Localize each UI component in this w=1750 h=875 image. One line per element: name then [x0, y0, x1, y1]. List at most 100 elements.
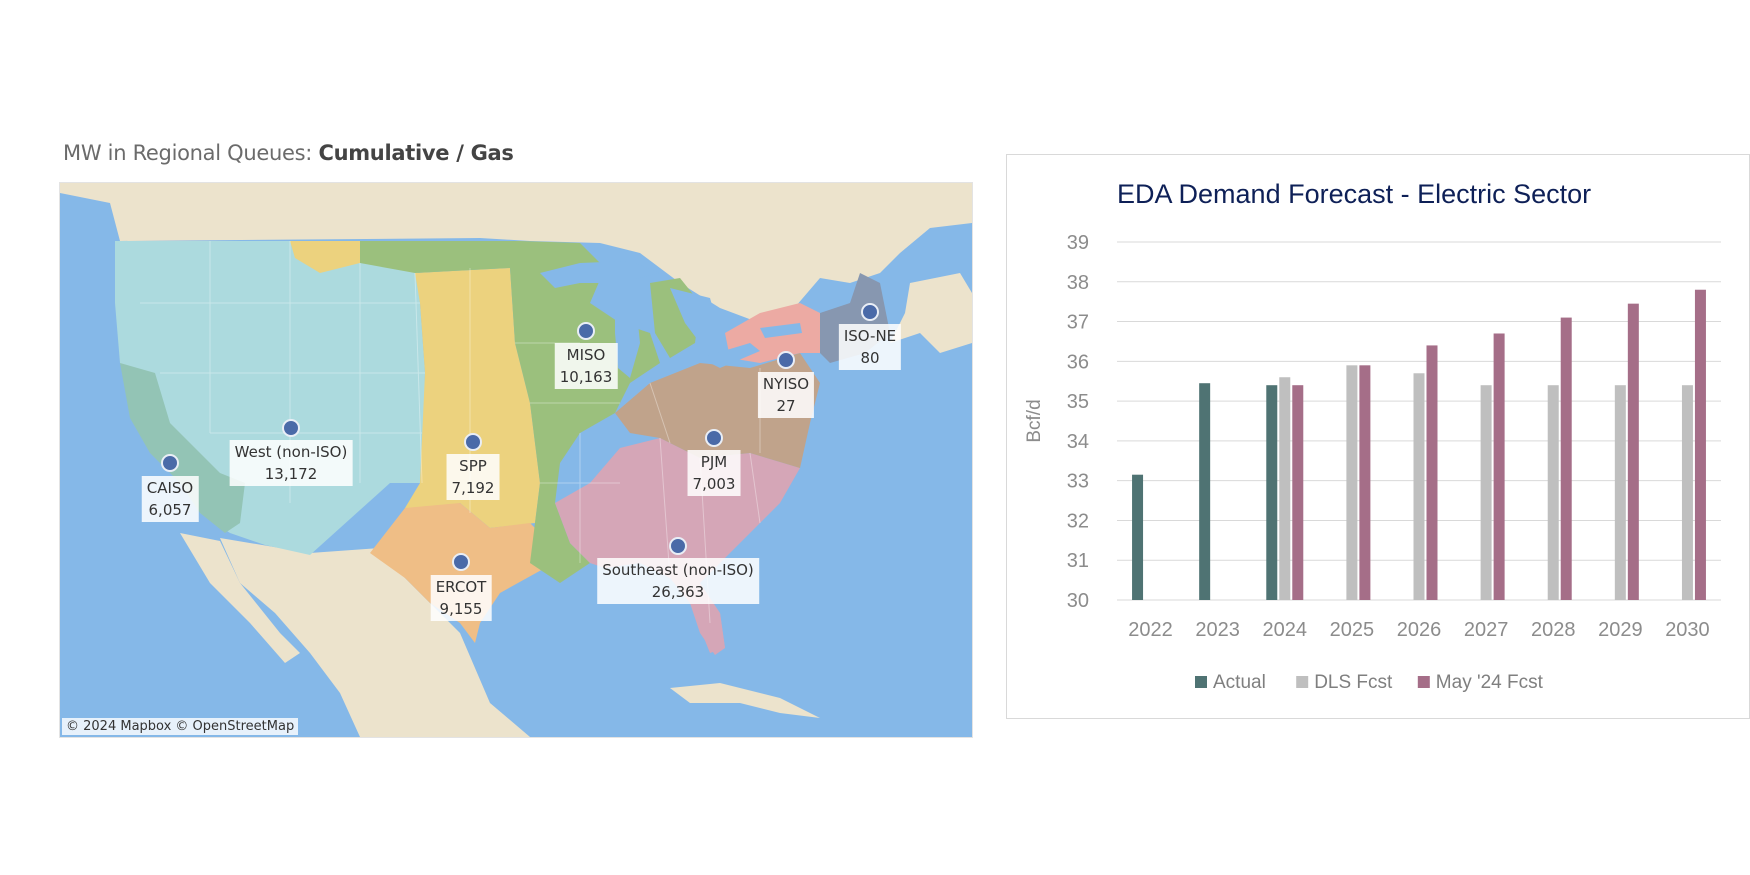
- bar-actual-2024: [1266, 385, 1278, 600]
- region-value: 9,155: [439, 600, 483, 618]
- region-caiso: [120, 363, 245, 533]
- region-value: 26,363: [651, 583, 705, 601]
- region-spp-north: [290, 241, 360, 273]
- region-name: ERCOT: [435, 578, 487, 596]
- region-marker-spp[interactable]: [464, 433, 482, 451]
- x-tick-label: 2028: [1531, 619, 1576, 641]
- lake-erie: [700, 343, 760, 368]
- region-value: 27: [776, 397, 796, 415]
- x-tick-label: 2030: [1665, 619, 1710, 641]
- callout-southeast: Southeast (non-ISO) 26,363: [597, 558, 759, 604]
- region-name: CAISO: [146, 479, 194, 497]
- lake-michigan: [615, 293, 640, 378]
- x-tick-label: 2027: [1464, 619, 1509, 641]
- region-marker-west[interactable]: [282, 419, 300, 437]
- region-marker-nyiso[interactable]: [777, 351, 795, 369]
- legend-label: May '24 Fcst: [1436, 672, 1544, 693]
- bar-dls-fcst-2024: [1279, 377, 1291, 600]
- legend-label: Actual: [1213, 672, 1266, 693]
- x-tick-label: 2022: [1128, 619, 1173, 641]
- region-value: 10,163: [559, 368, 613, 386]
- region-value: 7,003: [692, 475, 736, 493]
- bar-dls-fcst-2026: [1413, 373, 1425, 600]
- y-tick-label: 38: [1067, 272, 1089, 294]
- map-title-prefix: MW in Regional Queues:: [63, 141, 313, 165]
- callout-caiso: CAISO 6,057: [141, 476, 199, 522]
- legend-swatch: [1296, 676, 1309, 688]
- y-tick-label: 33: [1067, 471, 1089, 493]
- land-baja: [180, 533, 300, 663]
- land-cuba: [670, 683, 820, 718]
- region-name: NYISO: [762, 375, 810, 393]
- state-lines: [140, 241, 761, 624]
- region-name: PJM: [700, 453, 728, 471]
- region-marker-isone[interactable]: [861, 303, 879, 321]
- x-tick-label: 2023: [1195, 619, 1240, 641]
- map-attribution[interactable]: © 2024 Mapbox © OpenStreetMap: [62, 718, 299, 735]
- bar-actual-2023: [1199, 383, 1211, 600]
- bar-dls-fcst-2030: [1681, 385, 1693, 600]
- y-tick-label: 37: [1067, 312, 1089, 334]
- land-mexico: [220, 538, 530, 737]
- x-tick-label: 2024: [1263, 619, 1308, 641]
- region-value: 6,057: [148, 501, 192, 519]
- lake-ontario: [760, 323, 802, 338]
- region-spp: [405, 268, 540, 528]
- region-name: SPP: [459, 457, 487, 475]
- callout-pjm: PJM 7,003: [687, 450, 741, 496]
- land-canada-maritime: [890, 273, 972, 353]
- region-florida: [690, 603, 725, 655]
- chart-canvas: EDA Demand Forecast - Electric Sector 30 3…: [1024, 179, 1721, 693]
- bar-may-24-fcst-2027: [1493, 333, 1505, 600]
- bar-dls-fcst-2025: [1346, 365, 1358, 600]
- bar-dls-fcst-2028: [1547, 385, 1559, 600]
- y-tick-label: 34: [1067, 431, 1089, 453]
- callout-ercot: ERCOT 9,155: [430, 575, 492, 621]
- bar-may-24-fcst-2028: [1560, 317, 1572, 600]
- x-tick-label: 2026: [1397, 619, 1442, 641]
- bar-may-24-fcst-2026: [1426, 345, 1438, 600]
- y-axis-label: Bcf/d: [1024, 399, 1045, 442]
- y-tick-label: 31: [1067, 550, 1089, 572]
- bar-may-24-fcst-2030: [1694, 289, 1706, 600]
- region-marker-pjm[interactable]: [705, 429, 723, 447]
- region-name: ISO-NE: [843, 327, 897, 345]
- y-tick-label: 36: [1067, 351, 1089, 373]
- queue-map[interactable]: CAISO 6,057 West (non-ISO) 13,172 SPP 7,…: [59, 182, 973, 738]
- region-value: 13,172: [264, 465, 318, 483]
- region-value: 7,192: [451, 479, 495, 497]
- map-canvas: [60, 183, 972, 737]
- land-canada: [60, 183, 972, 323]
- region-name: Southeast (non-ISO): [602, 561, 754, 579]
- x-tick-label: 2025: [1330, 619, 1375, 641]
- region-ercot: [370, 503, 550, 643]
- legend-swatch: [1417, 676, 1430, 688]
- region-name: West (non-ISO): [234, 443, 348, 461]
- bar-may-24-fcst-2029: [1627, 303, 1639, 600]
- bar-actual-2022: [1132, 474, 1144, 600]
- lake-superior: [540, 261, 660, 288]
- region-name: MISO: [566, 346, 606, 364]
- bar-may-24-fcst-2024: [1292, 385, 1304, 600]
- bar-dls-fcst-2027: [1480, 385, 1492, 600]
- chart-title: EDA Demand Forecast - Electric Sector: [1117, 179, 1591, 209]
- callout-nyiso: NYISO 27: [757, 372, 815, 418]
- bar-may-24-fcst-2025: [1359, 365, 1371, 600]
- callout-spp: SPP 7,192: [446, 454, 500, 500]
- region-marker-caiso[interactable]: [161, 454, 179, 472]
- y-tick-label: 30: [1067, 590, 1089, 612]
- region-marker-ercot[interactable]: [452, 553, 470, 571]
- y-tick-label: 35: [1067, 391, 1089, 413]
- legend-swatch: [1195, 676, 1207, 688]
- region-value: 80: [860, 349, 880, 367]
- region-marker-miso[interactable]: [577, 322, 595, 340]
- demand-forecast-chart: EDA Demand Forecast - Electric Sector 30 3…: [1006, 154, 1750, 719]
- region-marker-southeast[interactable]: [669, 537, 687, 555]
- callout-isone: ISO-NE 80: [838, 324, 902, 370]
- map-title: MW in Regional Queues: Cumulative / Gas: [63, 141, 514, 165]
- lake-huron: [670, 288, 720, 343]
- map-title-mode[interactable]: Cumulative / Gas: [318, 141, 514, 165]
- callout-west: West (non-ISO) 13,172: [229, 440, 353, 486]
- x-tick-label: 2029: [1598, 619, 1643, 641]
- callout-miso: MISO 10,163: [554, 343, 618, 389]
